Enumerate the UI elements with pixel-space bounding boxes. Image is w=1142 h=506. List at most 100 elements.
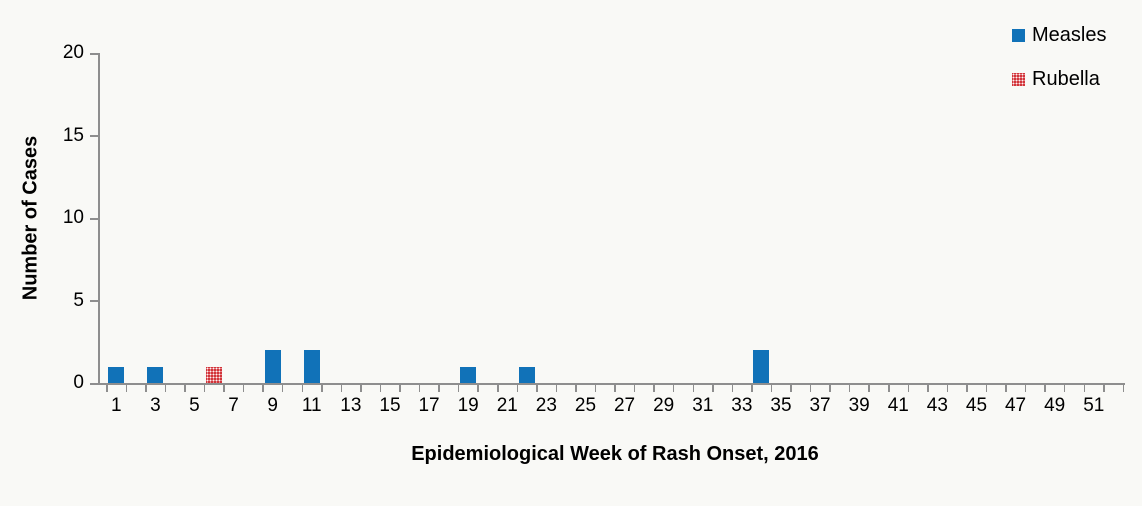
legend-label-rubella: Rubella [1032, 67, 1100, 90]
y-tick-label-15: 15 [62, 124, 84, 146]
bar-measles-week-9 [264, 350, 281, 383]
x-tick [1063, 383, 1066, 392]
x-tick-label-11: 11 [301, 395, 322, 416]
x-tick [829, 383, 831, 392]
x-tick [360, 383, 362, 392]
x-tick-label-45: 45 [965, 395, 988, 416]
x-tick [966, 383, 968, 392]
bar-measles-week-3 [147, 366, 164, 383]
measles-swatch-icon [1012, 28, 1025, 42]
x-tick [477, 383, 479, 392]
x-tick-label-33: 33 [731, 395, 753, 416]
y-tick [90, 382, 98, 385]
x-tick [633, 383, 636, 392]
rubella-swatch-icon [1012, 72, 1025, 86]
x-tick [379, 383, 382, 392]
x-tick [164, 383, 167, 392]
x-tick [203, 383, 206, 392]
x-tick-label-3: 3 [150, 395, 161, 416]
x-tick [712, 383, 714, 392]
x-tick [888, 383, 890, 392]
x-tick-label-49: 49 [1044, 395, 1066, 416]
x-tick-label-47: 47 [1004, 395, 1027, 416]
legend: Measles Rubella [1012, 22, 1106, 110]
x-tick [145, 383, 147, 392]
x-tick-label-19: 19 [457, 395, 479, 416]
x-tick [790, 383, 792, 392]
x-tick [809, 383, 812, 392]
x-tick-label-15: 15 [379, 395, 401, 416]
x-tick-label-43: 43 [926, 395, 948, 416]
x-tick-label-31: 31 [692, 395, 714, 416]
bar-rubella-week-6 [206, 366, 223, 383]
x-axis-title: Epidemiological Week of Rash Onset, 2016 [411, 443, 819, 465]
y-tick [90, 52, 98, 55]
y-tick [90, 135, 98, 137]
x-tick [1044, 383, 1046, 392]
x-tick-label-39: 39 [848, 395, 870, 416]
x-tick-label-9: 9 [267, 395, 278, 416]
x-tick [438, 383, 440, 392]
x-tick [516, 383, 519, 392]
legend-item-rubella: Rubella [1012, 66, 1106, 92]
x-tick [321, 383, 323, 392]
bar-measles-week-19 [460, 366, 477, 383]
x-tick [262, 383, 264, 392]
x-tick [340, 383, 343, 392]
legend-item-measles: Measles [1012, 22, 1106, 48]
x-tick [985, 383, 988, 392]
x-tick [457, 383, 460, 392]
x-tick [1103, 383, 1105, 392]
bar-measles-week-11 [303, 350, 320, 383]
x-tick [242, 383, 245, 392]
y-tick-label-20: 20 [62, 42, 84, 63]
x-tick [1024, 383, 1027, 392]
x-tick [770, 383, 773, 392]
x-tick [184, 383, 186, 392]
x-tick [731, 383, 734, 392]
x-tick-label-17: 17 [418, 395, 440, 416]
x-tick [751, 383, 753, 392]
x-tick [653, 383, 655, 392]
x-tick-label-5: 5 [189, 395, 200, 416]
y-tick [90, 217, 98, 220]
x-tick [614, 383, 616, 392]
x-tick-label-37: 37 [809, 395, 831, 416]
x-tick [301, 383, 303, 392]
y-tick-label-10: 10 [62, 207, 84, 228]
x-tick-label-27: 27 [613, 395, 636, 416]
x-tick-label-21: 21 [496, 395, 518, 416]
bar-measles-week-34 [753, 350, 770, 383]
x-tick [907, 383, 910, 392]
y-tick-label-5: 5 [73, 289, 84, 311]
x-tick [575, 383, 577, 392]
x-tick [927, 383, 929, 392]
x-tick [497, 383, 499, 392]
x-tick [594, 383, 597, 392]
x-tick-label-29: 29 [653, 395, 675, 416]
x-tick-label-25: 25 [574, 395, 597, 416]
x-tick [672, 383, 675, 392]
x-tick [692, 383, 694, 392]
x-tick-label-13: 13 [340, 395, 362, 416]
x-tick-label-1: 1 [110, 395, 122, 416]
x-tick-label-23: 23 [535, 395, 557, 416]
x-tick-label-41: 41 [887, 395, 909, 416]
y-tick-label-0: 0 [73, 372, 84, 393]
y-axis-line [98, 53, 100, 385]
x-tick [946, 383, 949, 392]
x-tick [223, 383, 225, 392]
x-tick [281, 383, 284, 392]
y-tick [90, 300, 98, 302]
x-tick [399, 383, 401, 392]
x-tick [868, 383, 870, 392]
x-tick [125, 383, 128, 392]
x-tick [1122, 383, 1125, 392]
x-tick [1083, 383, 1085, 392]
x-tick [536, 383, 538, 392]
bar-measles-week-1 [108, 366, 125, 383]
x-tick [418, 383, 421, 392]
x-tick [106, 383, 108, 392]
x-tick [848, 383, 851, 392]
